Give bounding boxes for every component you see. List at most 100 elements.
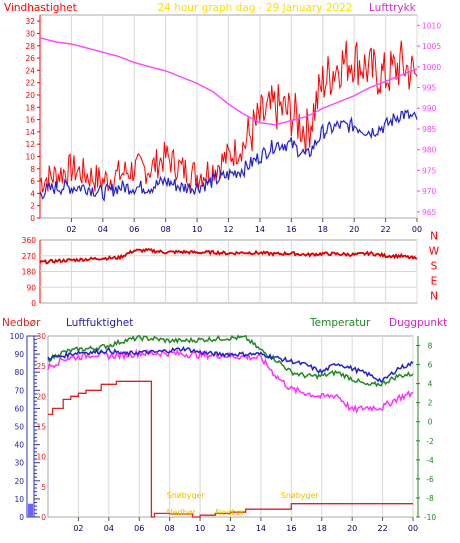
humidity-time-ticks: 02 04 06 08 10 12 14 16 18 20 22 00 [73, 517, 418, 533]
pressure-tick-label: 1010 [422, 21, 441, 30]
precip-annotation: Snøbyger [167, 491, 206, 500]
wind-speed-tick-label: 14 [25, 128, 35, 137]
wind-pressure-panel: Vindhastighet 24 hour graph dag - 29 Jan… [4, 2, 441, 234]
temperature-tick-label: -4 [426, 456, 434, 465]
precipitation-tick-label: 15 [36, 423, 46, 432]
wind-speed-tick-label: 6 [30, 177, 35, 186]
wind-speed-tick-label: 0 [30, 214, 35, 223]
humidity-tick-label: 90 [14, 350, 24, 359]
wind-speed-tick-label: 32 [25, 17, 35, 26]
temperature-tick-label: -10 [424, 513, 436, 522]
pressure-tick-label: 1000 [422, 63, 441, 72]
humidity-time-tick-label: 14 [256, 524, 266, 533]
precip-annotations: Snøbyger Nedbør Nedbør Snøbyger [167, 491, 320, 517]
temperature-ticks: -10 -8 -6 -4 -2 0 2 4 6 8 [416, 336, 436, 522]
wind-time-ticks: 02 04 06 08 10 12 14 16 18 20 22 00 [66, 218, 422, 234]
temperature-tick-label: 2 [428, 399, 433, 408]
wind-time-tick-label: 04 [98, 225, 108, 234]
precipitation-tick-label: 25 [36, 362, 46, 371]
dewpoint-series-line [47, 348, 414, 415]
humidity-tick-label: 80 [14, 368, 24, 377]
precip-annotation: Snøbyger [281, 491, 320, 500]
temperature-tick-label: 4 [428, 380, 433, 389]
humidity-tick-label: 70 [14, 386, 24, 395]
wind-speed-tick-label: 8 [30, 165, 35, 174]
precipitation-ticks: 0 5 10 15 20 25 30 [36, 332, 46, 522]
humidity-tick-label: 10 [14, 495, 24, 504]
humidity-ticks: 0 10 20 30 40 50 60 70 80 90 100 [10, 332, 25, 522]
gust-series-line [39, 40, 418, 193]
pressure-tick-label: 970 [422, 187, 437, 196]
gauge-fill [28, 503, 33, 517]
humidity-label: Luftfuktighet [66, 317, 133, 329]
wind-speed-tick-label: 26 [25, 54, 35, 63]
precipitation-label: Nedbør [2, 317, 41, 329]
precip-annotation: Nedbør [215, 508, 245, 517]
wind-grid [70, 15, 418, 218]
dewpoint-label: Duggpunkt [389, 317, 447, 329]
direction-tick-label: 90 [26, 283, 36, 292]
pressure-tick-label: 990 [422, 104, 437, 113]
humidity-time-tick-label: 10 [195, 524, 205, 533]
chart-title: 24 hour graph dag - 29 January 2022 [158, 2, 353, 14]
wind-speed-tick-label: 16 [25, 116, 35, 125]
direction-tick-label: 0 [31, 299, 36, 308]
pressure-series-line [39, 37, 418, 126]
pressure-tick-label: 995 [422, 84, 437, 93]
humidity-series [47, 334, 414, 518]
humidity-time-tick-label: 04 [104, 524, 114, 533]
humidity-time-tick-label: 18 [317, 524, 327, 533]
precipitation-tick-label: 5 [41, 483, 46, 492]
humidity-tick-label: 20 [14, 477, 24, 486]
pressure-label: Lufttrykk [369, 2, 417, 14]
direction-tick-label: 270 [22, 252, 37, 261]
direction-tick-label: 180 [22, 268, 37, 277]
compass-label: E [431, 276, 438, 288]
humidity-tick-label: 30 [14, 459, 24, 468]
pressure-tick-label: 975 [422, 166, 437, 175]
humidity-grid [77, 336, 414, 517]
wind-time-tick-label: 16 [286, 225, 296, 234]
precip-annotation: Nedbør [167, 508, 197, 517]
precipitation-tick-label: 0 [41, 513, 46, 522]
compass-label: W [429, 246, 440, 258]
humidity-time-tick-label: 16 [286, 524, 296, 533]
wind-time-tick-label: 14 [255, 225, 265, 234]
pressure-tick-label: 985 [422, 125, 437, 134]
direction-series [39, 247, 418, 265]
compass-label: S [431, 261, 438, 273]
humidity-time-tick-label: 08 [165, 524, 175, 533]
wind-time-tick-label: 08 [161, 225, 171, 234]
wind-speed-tick-label: 20 [25, 91, 35, 100]
pressure-ticks: 965 970 975 980 985 990 995 1000 1005 1010 [417, 21, 441, 217]
direction-series-line [39, 247, 418, 265]
wind-speed-tick-label: 30 [25, 29, 35, 38]
humidity-tick-label: 60 [14, 404, 24, 413]
humidity-series-line [47, 346, 414, 383]
wind-time-tick-label: 00 [412, 225, 422, 234]
precipitation-series-line [48, 380, 413, 518]
pressure-tick-label: 1005 [422, 42, 441, 51]
humidity-time-tick-label: 20 [347, 524, 357, 533]
temperature-tick-label: 6 [428, 361, 433, 370]
wind-speed-tick-label: 12 [25, 140, 35, 149]
humidity-time-tick-label: 12 [225, 524, 235, 533]
temperature-tick-label: -2 [426, 437, 434, 446]
wind-time-tick-label: 20 [349, 225, 359, 234]
wind-series-line [39, 108, 418, 202]
compass-label: N [430, 291, 438, 303]
humidity-tick-label: 50 [14, 423, 24, 432]
precipitation-tick-label: 30 [36, 332, 46, 341]
precipitation-tick-label: 20 [36, 392, 46, 401]
precipitation-tick-label: 10 [36, 453, 46, 462]
wind-time-tick-label: 06 [129, 225, 139, 234]
wind-time-tick-label: 02 [66, 225, 76, 234]
wind-series [39, 37, 418, 202]
wind-speed-tick-label: 18 [25, 103, 35, 112]
wind-speed-tick-label: 24 [25, 66, 35, 75]
temperature-tick-label: -8 [426, 494, 434, 503]
